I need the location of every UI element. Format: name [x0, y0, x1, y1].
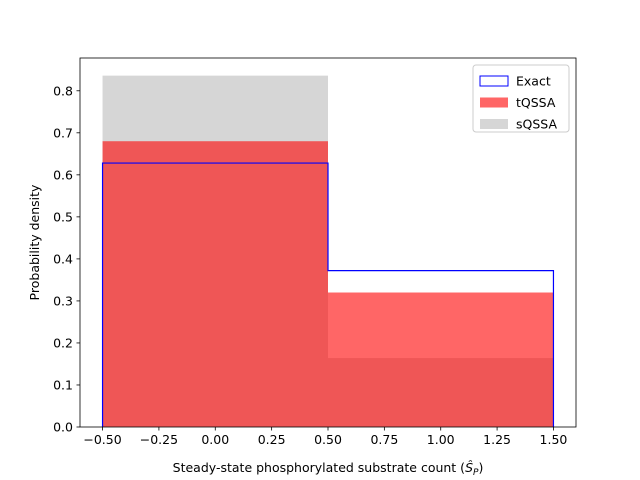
legend: Exact tQSSA sQSSA — [472, 64, 570, 133]
legend-swatch-sqssa — [480, 119, 508, 129]
x-tick-label: 1.00 — [427, 432, 455, 447]
y-tick-label: 0.2 — [53, 335, 73, 350]
x-tick-label: 1.50 — [540, 432, 568, 447]
y-tick-label: 0.3 — [53, 293, 73, 308]
x-tick-label: −0.25 — [140, 432, 178, 447]
y-tick-label: 0.7 — [53, 125, 73, 140]
x-tick-label: 0.25 — [258, 432, 286, 447]
y-tick-label: 0.5 — [53, 209, 73, 224]
x-axis-label-text: Steady-state phosphorylated substrate co… — [173, 460, 465, 475]
x-axis-ticks: −0.50 −0.25 0.00 0.25 0.50 0.75 1.00 1.25 1.50 — [83, 427, 567, 447]
x-axis-label: Steady-state phosphorylated substrate co… — [173, 460, 484, 478]
y-tick-label: 0.8 — [53, 83, 73, 98]
y-axis-label: Probability density — [27, 184, 42, 300]
legend-label-exact: Exact — [516, 74, 551, 89]
exact-step-layer — [101, 162, 555, 427]
x-tick-label: −0.50 — [83, 432, 121, 447]
legend-label-tqssa: tQSSA — [516, 95, 556, 110]
x-axis-label-subscript: P — [473, 468, 479, 478]
bar-tqssa-bin-1 — [328, 292, 554, 427]
x-tick-label: 1.25 — [483, 432, 511, 447]
y-tick-label: 0.0 — [53, 420, 73, 435]
x-axis-label-symbol: Ŝ — [465, 460, 473, 475]
x-tick-label: 0.50 — [314, 432, 342, 447]
x-axis-label-end: ) — [478, 460, 483, 475]
y-tick-label: 0.6 — [53, 167, 73, 182]
y-axis-ticks: 0.0 0.1 0.2 0.3 0.4 0.5 0.6 0.7 0.8 — [53, 83, 80, 435]
bars-layer — [102, 75, 554, 428]
legend-swatch-exact — [479, 75, 509, 87]
legend-swatch-tqssa — [480, 97, 508, 108]
legend-label-sqssa: sQSSA — [516, 117, 557, 132]
step-exact — [101, 162, 555, 427]
x-tick-label: 0.00 — [201, 432, 229, 447]
bar-tqssa-bin-0 — [102, 141, 328, 428]
x-tick-label: 0.75 — [370, 432, 398, 447]
y-tick-label: 0.4 — [53, 251, 73, 266]
y-tick-label: 0.1 — [53, 377, 73, 392]
